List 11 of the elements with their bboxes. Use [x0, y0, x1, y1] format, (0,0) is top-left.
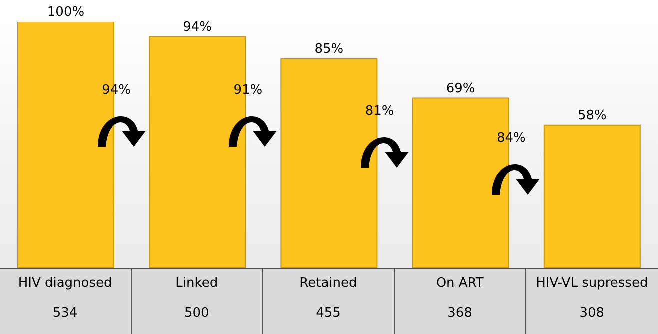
data-label: 58%	[578, 108, 607, 124]
bar	[544, 124, 641, 268]
x-tick-label: Linked 500	[174, 275, 220, 323]
x-tick-label: Retained 455	[298, 275, 358, 323]
data-label: 100%	[47, 5, 85, 20]
x-tick-label: HIV diagnosed 534	[17, 275, 114, 323]
data-label: 85%	[314, 42, 344, 57]
data-label: 94%	[183, 20, 212, 35]
data-label: 69%	[446, 81, 476, 96]
x-tick-label: HIV-VL supressed 308	[535, 275, 650, 323]
x-tick-label: On ART 368	[435, 275, 485, 323]
